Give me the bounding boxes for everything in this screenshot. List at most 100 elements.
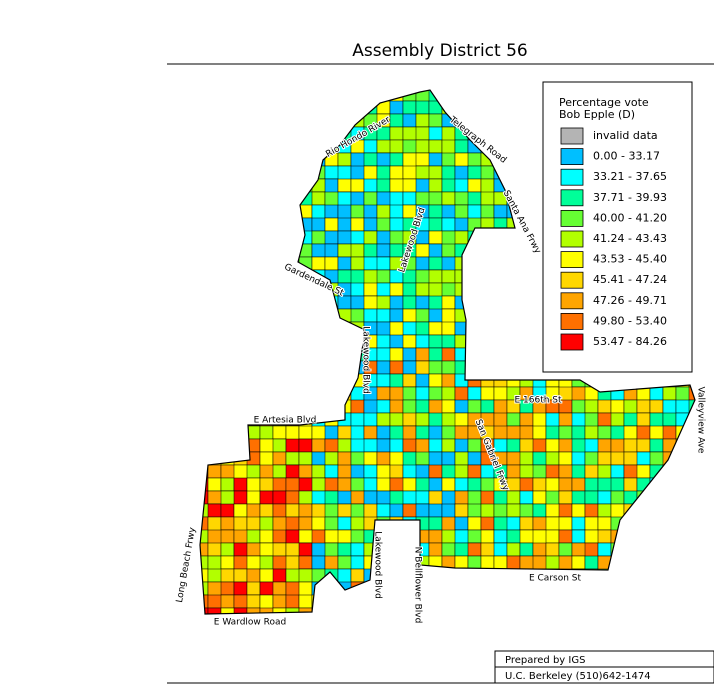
precinct — [454, 412, 469, 427]
precinct — [272, 90, 287, 115]
precinct — [675, 412, 690, 427]
precinct — [688, 503, 695, 518]
precinct — [246, 334, 261, 349]
precinct — [285, 347, 300, 362]
precinct — [233, 581, 248, 596]
precinct — [532, 581, 560, 596]
precinct — [389, 295, 404, 310]
precinct — [636, 464, 651, 479]
street-label: N Bellflower Blvd — [413, 547, 423, 624]
precinct — [272, 126, 300, 141]
precinct — [200, 243, 209, 258]
legend-label: 41.24 - 43.43 — [593, 232, 667, 245]
precinct — [220, 412, 248, 427]
precinct — [220, 399, 235, 427]
precinct — [350, 217, 365, 232]
precinct — [285, 295, 300, 323]
precinct — [467, 581, 495, 609]
precinct — [259, 425, 274, 440]
precinct — [324, 360, 352, 375]
precinct — [324, 230, 339, 245]
precinct — [363, 607, 391, 614]
precinct — [285, 113, 300, 128]
precinct — [311, 438, 326, 453]
precinct — [200, 399, 209, 427]
precinct — [428, 438, 443, 453]
legend-swatch — [560, 312, 584, 330]
precinct — [285, 230, 300, 245]
precinct — [480, 230, 495, 258]
precinct — [467, 477, 482, 492]
legend-label: 47.26 - 49.71 — [593, 294, 667, 307]
precinct — [493, 555, 508, 570]
precinct — [220, 555, 235, 570]
precinct — [480, 295, 495, 310]
precinct — [597, 451, 612, 466]
precinct — [246, 373, 274, 388]
precinct — [662, 594, 677, 609]
precinct — [636, 542, 651, 570]
precinct — [558, 594, 573, 609]
precinct — [454, 178, 469, 193]
precinct — [662, 542, 677, 557]
precinct — [350, 594, 365, 614]
precinct — [649, 568, 664, 583]
precinct — [376, 308, 391, 323]
precinct — [506, 516, 521, 531]
precinct — [220, 191, 235, 219]
precinct — [467, 256, 495, 271]
precinct — [493, 542, 508, 557]
precinct — [363, 464, 378, 479]
precinct — [200, 113, 222, 128]
legend-swatch — [560, 271, 584, 289]
precinct — [207, 139, 235, 154]
precinct — [311, 373, 326, 388]
precinct — [454, 139, 469, 154]
precinct — [207, 347, 235, 375]
precinct — [337, 113, 352, 128]
precinct — [649, 464, 664, 479]
precinct — [324, 464, 339, 479]
precinct — [675, 503, 690, 518]
precinct — [363, 451, 378, 466]
precinct — [324, 90, 352, 115]
precinct — [389, 100, 404, 115]
precinct — [233, 321, 248, 349]
precinct — [200, 282, 209, 297]
precinct — [597, 516, 612, 531]
precinct — [298, 139, 313, 167]
precinct — [363, 90, 378, 102]
precinct — [220, 542, 235, 557]
precinct — [272, 282, 287, 310]
precinct — [480, 90, 495, 115]
precinct — [285, 490, 300, 505]
precinct — [571, 490, 586, 505]
precinct — [584, 607, 612, 614]
precinct — [467, 269, 482, 284]
precinct — [376, 425, 391, 440]
precinct — [200, 334, 209, 362]
precinct — [519, 334, 547, 362]
precinct — [272, 321, 287, 349]
precinct — [480, 607, 495, 614]
precinct — [636, 438, 651, 453]
precinct — [207, 204, 235, 219]
precinct — [428, 269, 443, 284]
precinct — [636, 503, 664, 531]
precinct — [493, 113, 521, 128]
precinct — [200, 230, 209, 245]
precinct — [688, 90, 695, 102]
precinct — [350, 542, 365, 557]
precinct — [415, 412, 430, 427]
precinct — [649, 503, 664, 518]
precinct — [220, 230, 235, 245]
precinct — [200, 100, 209, 128]
precinct — [454, 477, 469, 492]
precinct — [519, 607, 534, 614]
precinct — [506, 542, 521, 557]
precinct — [662, 425, 677, 440]
precinct — [519, 581, 534, 609]
precinct — [376, 451, 391, 466]
precinct — [298, 321, 313, 336]
precinct — [350, 90, 365, 115]
